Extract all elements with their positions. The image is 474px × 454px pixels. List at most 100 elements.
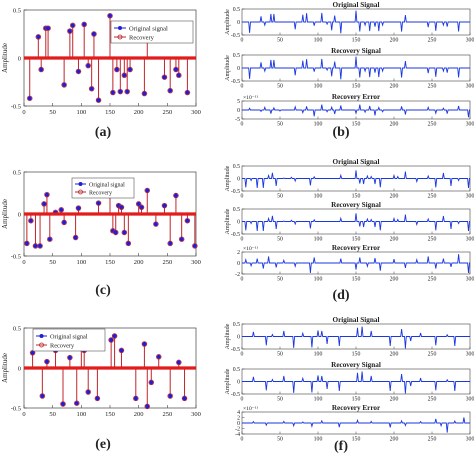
a-point-recovery xyxy=(45,25,51,31)
c-point-original xyxy=(173,193,179,198)
d-sub2-multiplier: ×10⁻¹¹ xyxy=(243,246,258,252)
c-xtick-label: 150 xyxy=(105,259,115,266)
b-sub1-ylabel: Amplitude xyxy=(225,55,231,81)
e-xtick-label: 300 xyxy=(191,411,201,418)
e-point-original xyxy=(156,354,161,359)
b-sub1-xtick-label: 200 xyxy=(390,84,399,90)
e-point-recovery xyxy=(67,354,73,361)
e-point-original xyxy=(95,396,100,401)
e-point-recovery xyxy=(85,389,91,395)
d-sub1-signal-line xyxy=(242,213,470,232)
b-sub1-xtick-label: 0 xyxy=(241,84,244,90)
legend-a-recovery: Recovery xyxy=(129,35,155,42)
a-point-recovery xyxy=(127,66,133,73)
f-sub1-xtick-label: 200 xyxy=(390,397,399,403)
b-sub2-xtick-label: 200 xyxy=(390,122,399,128)
c-point-original xyxy=(126,241,131,246)
c-point-recovery xyxy=(47,236,53,242)
b-sub2-title: Recovery Error xyxy=(332,93,381,101)
b-sub0-ytick-label: 0 xyxy=(237,20,240,26)
e-point-recovery xyxy=(148,379,155,386)
c-ytick-label: -0.5 xyxy=(11,254,21,261)
a-point-original xyxy=(89,86,94,91)
a-point-recovery xyxy=(88,85,95,92)
b-sub1-xtick-label: 100 xyxy=(314,84,323,90)
b-sub1-ytick-label: -0.5 xyxy=(231,79,240,85)
a-point-recovery xyxy=(81,21,87,28)
panel-label-f: (f) xyxy=(334,439,348,454)
f-sub1-xtick-label: 150 xyxy=(352,397,361,403)
c-point-recovery xyxy=(72,234,79,241)
f-sub1-title: Recovery Signal xyxy=(331,361,381,369)
plot-b-subplots: Original Signal-0.500.50 50 100 150 200 250 30… xyxy=(225,1,474,128)
b-sub2-ytick-label: 0 xyxy=(237,108,240,114)
d-sub1-title: Recovery Signal xyxy=(331,201,381,209)
b-sub0-ylabel: Amplitude xyxy=(225,9,231,35)
c-point-original xyxy=(37,243,43,249)
d-sub1-ytick-label: 0 xyxy=(237,220,240,226)
c-point-original xyxy=(113,230,118,235)
a-point-original xyxy=(118,89,123,94)
c-point-original xyxy=(28,218,33,223)
f-sub2-xtick-label: 150 xyxy=(352,437,361,443)
legend-c-recovery: Recovery xyxy=(89,190,112,196)
b-sub2-xtick-label: 0 xyxy=(241,122,244,128)
a-xtick-label: 50 xyxy=(49,109,56,116)
e-point-recovery xyxy=(39,393,46,399)
e-point-recovery xyxy=(118,347,125,354)
a-xtick-label: 200 xyxy=(134,109,144,116)
f-sub2-title: Recovery Error xyxy=(332,404,381,412)
b-sub1-xtick-label: 50 xyxy=(277,84,283,90)
e-ytick-label: -0.5 xyxy=(11,406,21,413)
e-point-recovery xyxy=(141,341,148,347)
a-point-recovery xyxy=(61,82,67,88)
c-xtick-label: 300 xyxy=(191,259,201,266)
a-point-original xyxy=(39,67,44,72)
f-sub1-ylabel: Amplitude xyxy=(225,368,231,394)
c-point-recovery xyxy=(125,240,132,247)
c-point-recovery xyxy=(44,191,50,198)
c-point-recovery xyxy=(184,217,191,224)
e-point-original xyxy=(74,401,79,406)
a-xtick-label: 250 xyxy=(162,109,172,116)
b-sub2-signal-line xyxy=(242,104,470,118)
c-point-recovery xyxy=(161,202,168,209)
a-point-original xyxy=(70,23,75,28)
d-sub2-frame xyxy=(241,251,471,275)
a-point-original xyxy=(114,67,119,72)
c-point-recovery xyxy=(144,187,151,194)
d-sub2-xtick-label: 250 xyxy=(428,277,437,283)
a-point-recovery xyxy=(69,22,76,29)
f-sub1-ytick-label: 0 xyxy=(237,380,240,386)
e-point-recovery xyxy=(29,350,36,356)
d-sub2-title: Recovery Error xyxy=(332,244,381,252)
d-sub2-ytick-label: -2 xyxy=(235,272,240,278)
panel-label-e: (e) xyxy=(95,437,111,452)
d-sub0-title: Original Signal xyxy=(333,158,380,166)
a-point-recovery xyxy=(161,74,168,80)
f-sub0-title: Original Signal xyxy=(333,316,380,324)
a-point-original xyxy=(36,34,41,39)
d-sub0-xtick-label: 200 xyxy=(390,194,399,200)
d-sub1-xtick-label: 0 xyxy=(241,237,244,243)
d-sub1-xtick-label: 100 xyxy=(314,237,323,243)
c-point-original xyxy=(96,200,101,206)
d-sub2-xtick-label: 50 xyxy=(277,277,283,283)
a-point-recovery xyxy=(184,89,191,96)
f-sub2-ytick-label: 0 xyxy=(237,421,240,427)
f-sub0-xtick-label: 50 xyxy=(277,352,283,358)
e-point-recovery xyxy=(60,401,66,407)
d-sub1-xtick-label: 300 xyxy=(466,237,474,243)
d-sub2-xtick-label: 0 xyxy=(241,277,244,283)
c-point-original xyxy=(122,230,127,235)
a-xtick-label: 150 xyxy=(105,109,115,116)
e-point-original xyxy=(142,341,147,347)
e-point-recovery xyxy=(108,337,114,343)
f-sub0-xtick-label: 0 xyxy=(241,352,244,358)
d-sub2-xtick-label: 200 xyxy=(390,277,399,283)
e-point-original xyxy=(40,393,45,399)
e-point-original xyxy=(119,348,124,353)
f-sub1-xtick-label: 0 xyxy=(241,397,244,403)
c-xtick-label: 100 xyxy=(76,259,86,266)
